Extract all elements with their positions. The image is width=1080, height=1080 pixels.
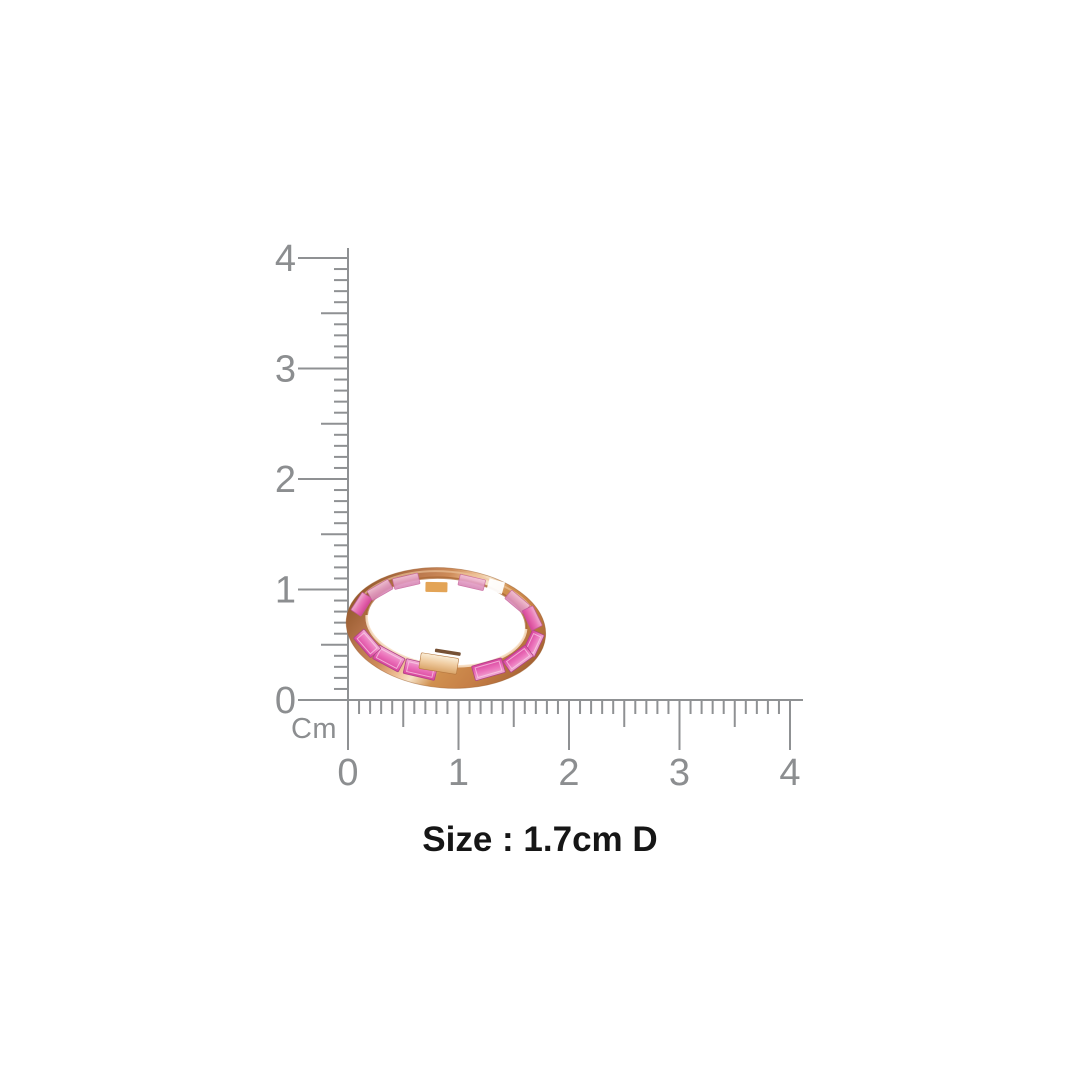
ring-stone [471, 657, 506, 681]
ring-gold-segment [425, 581, 448, 593]
vertical-ruler-number: 1 [275, 570, 296, 612]
vertical-ruler-number: 4 [275, 238, 296, 280]
horizontal-ruler-number: 1 [448, 752, 469, 794]
ring-prong-groove [434, 648, 461, 656]
ruler-unit-label: Cm [291, 713, 337, 745]
horizontal-ruler-number: 3 [669, 752, 690, 794]
vertical-ruler-number: 0 [275, 680, 296, 722]
ring-stone [366, 579, 394, 601]
vertical-ruler-number: 3 [275, 349, 296, 391]
ring-stone [392, 572, 421, 590]
size-caption: Size : 1.7cm D [422, 820, 658, 859]
ring-stone [457, 574, 486, 591]
cm-ruler: 4 3 2 1 00 1 2 3 4 [275, 238, 803, 794]
ring-stone [353, 628, 381, 658]
ring-band [345, 567, 547, 689]
ring-stone [350, 592, 373, 617]
horizontal-ruler-number: 4 [779, 752, 800, 794]
horizontal-ruler-number: 0 [337, 752, 358, 794]
ring-stone [502, 644, 534, 673]
vertical-ruler-number: 2 [275, 459, 296, 501]
ring-stone [521, 605, 543, 631]
horizontal-ruler-number: 2 [558, 752, 579, 794]
ring-gold-segment [418, 652, 459, 675]
ring-highlight-notch [486, 578, 506, 595]
ring-photo [345, 567, 547, 689]
